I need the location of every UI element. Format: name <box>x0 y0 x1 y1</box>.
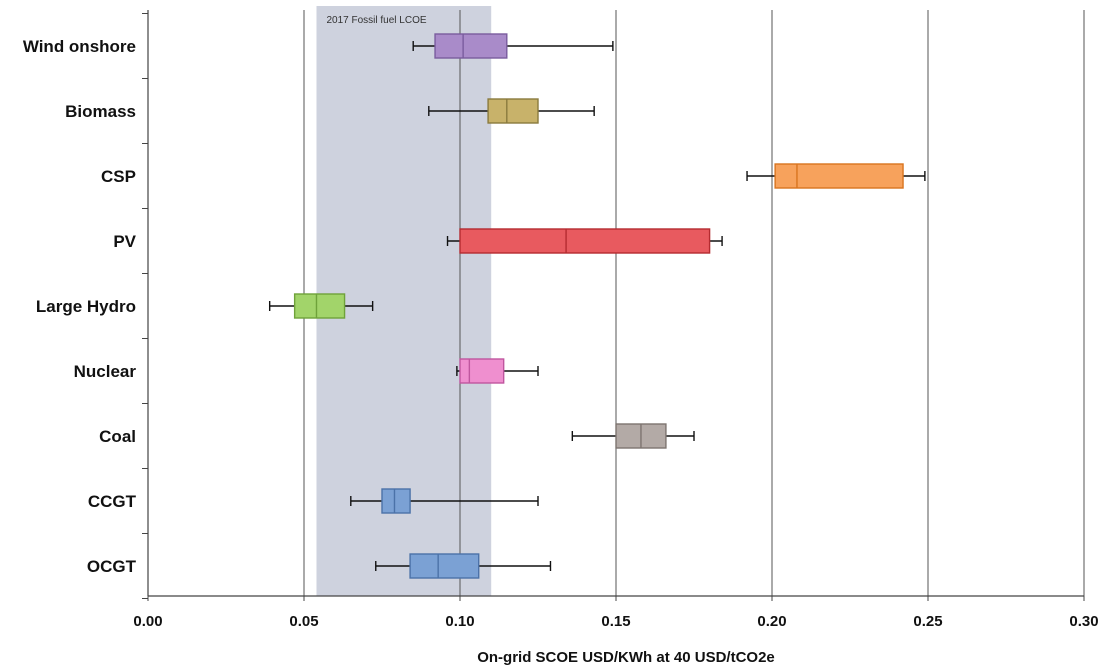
category-label: Large Hydro <box>36 297 136 316</box>
x-tick-label: 0.30 <box>1069 613 1098 630</box>
category-label: PV <box>113 232 136 251</box>
box-iqr <box>774 163 904 189</box>
x-tick-label: 0.15 <box>601 613 630 630</box>
box-csp <box>746 163 926 189</box>
category-label: CCGT <box>88 492 137 511</box>
box-iqr <box>459 228 711 254</box>
category-label: Coal <box>99 427 136 446</box>
box-iqr <box>434 33 508 59</box>
fossil-fuel-band-label: 2017 Fossil fuel LCOE <box>326 15 426 26</box>
category-label: Nuclear <box>74 362 137 381</box>
box-coal <box>571 423 695 449</box>
x-tick-label: 0.00 <box>133 613 162 630</box>
x-tick-label: 0.10 <box>445 613 474 630</box>
box-iqr <box>381 488 411 514</box>
x-tick-label: 0.25 <box>913 613 942 630</box>
box-iqr <box>293 293 346 319</box>
box-pv <box>446 228 723 254</box>
category-label: Wind onshore <box>23 37 136 56</box>
x-tick-label: 0.05 <box>289 613 318 630</box>
box-ocgt <box>375 553 552 579</box>
box-iqr <box>459 358 505 384</box>
category-label: CSP <box>101 167 136 186</box>
category-label: Biomass <box>65 102 136 121</box>
x-tick-label: 0.20 <box>757 613 786 630</box>
box-ccgt <box>350 488 539 514</box>
x-axis-title: On-grid SCOE USD/KWh at 40 USD/tCO2e <box>477 649 775 666</box>
box-nuclear <box>456 358 539 384</box>
box-biomass <box>428 98 595 124</box>
category-label: OCGT <box>87 557 137 576</box>
box-iqr <box>487 98 539 124</box>
box-wind-onshore <box>412 33 614 59</box>
box-large-hydro <box>268 293 374 319</box>
box-iqr <box>409 553 480 579</box>
